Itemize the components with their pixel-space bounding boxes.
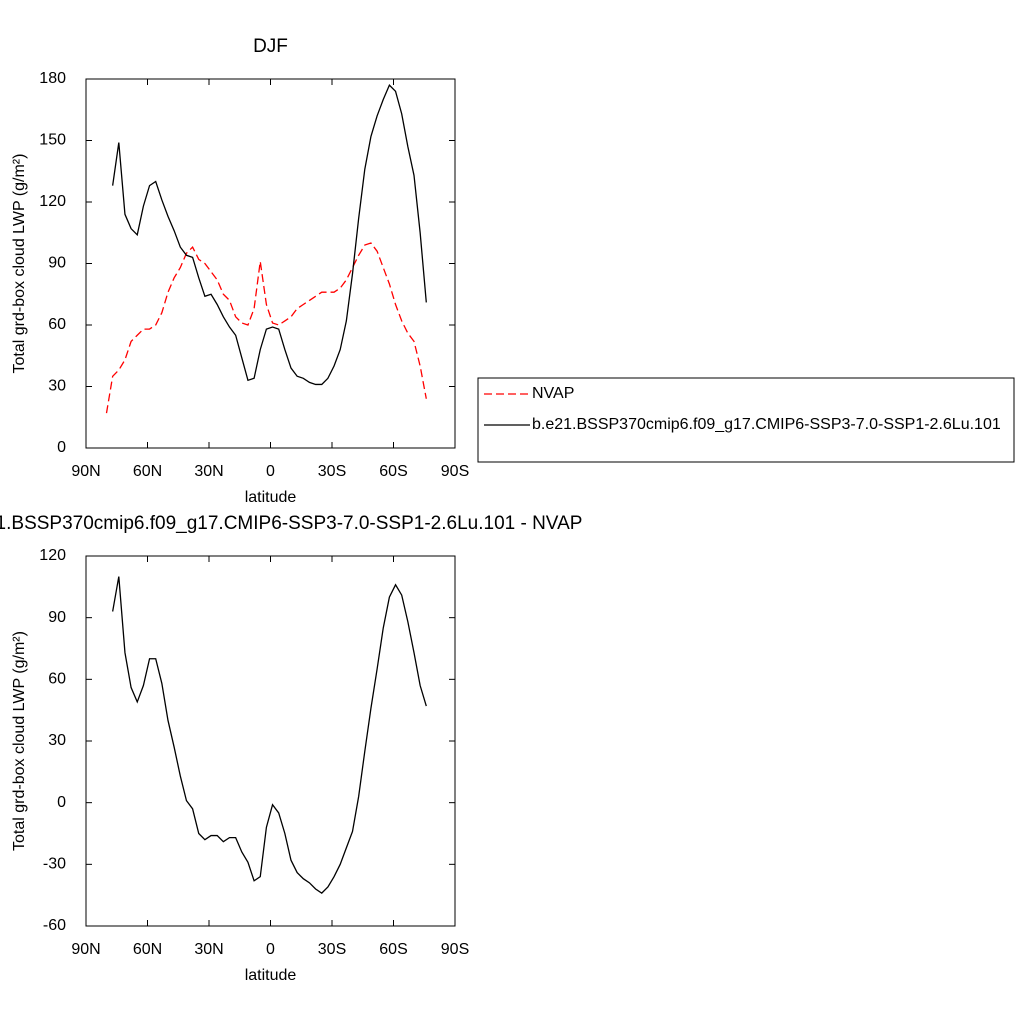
y-tick-label: 30 xyxy=(48,378,66,395)
x-tick-label: 0 xyxy=(266,941,275,958)
y-tick-label: -30 xyxy=(43,856,66,873)
y-tick-label: 90 xyxy=(48,609,66,626)
data-line xyxy=(112,576,427,894)
y-tick-label: 150 xyxy=(39,132,66,149)
plot-frame xyxy=(85,555,456,927)
y-tick-label: 0 xyxy=(57,794,66,811)
x-tick-label: 60N xyxy=(133,941,162,958)
y-tick-label: 120 xyxy=(39,193,66,210)
x-tick-label: 30N xyxy=(194,941,223,958)
y-tick-label: 90 xyxy=(48,255,66,272)
x-tick-label: 60N xyxy=(133,463,162,480)
x-tick-label: 90N xyxy=(71,463,100,480)
x-tick-label: 30N xyxy=(194,463,223,480)
legend-label: NVAP xyxy=(532,385,574,402)
y-tick-label: 180 xyxy=(39,70,66,87)
y-tick-label: 120 xyxy=(39,547,66,564)
y-tick-label: 60 xyxy=(48,671,66,688)
x-tick-label: 90S xyxy=(441,463,469,480)
legend-box xyxy=(477,377,1015,463)
x-tick-label: 0 xyxy=(266,463,275,480)
data-line xyxy=(112,84,427,386)
data-line xyxy=(105,242,427,414)
chart-title: DJF xyxy=(253,36,288,57)
plot-frame xyxy=(85,78,456,449)
y-axis-label: Total grd-box cloud LWP (g/m²) xyxy=(11,631,28,851)
y-tick-label: 0 xyxy=(57,439,66,456)
x-tick-label: 60S xyxy=(379,941,407,958)
x-tick-label: 30S xyxy=(318,463,346,480)
chart-title: b.e21.BSSP370cmip6.f09_g17.CMIP6-SSP3-7.… xyxy=(0,513,582,534)
x-axis-label: latitude xyxy=(245,967,297,984)
x-tick-label: 90N xyxy=(71,941,100,958)
y-tick-label: 60 xyxy=(48,316,66,333)
x-axis-label: latitude xyxy=(245,489,297,506)
x-tick-label: 90S xyxy=(441,941,469,958)
x-tick-label: 30S xyxy=(318,941,346,958)
legend-label: b.e21.BSSP370cmip6.f09_g17.CMIP6-SSP3-7.… xyxy=(532,416,1001,433)
y-tick-label: 30 xyxy=(48,732,66,749)
y-tick-label: -60 xyxy=(43,917,66,934)
x-tick-label: 60S xyxy=(379,463,407,480)
y-axis-label: Total grd-box cloud LWP (g/m²) xyxy=(11,154,28,374)
